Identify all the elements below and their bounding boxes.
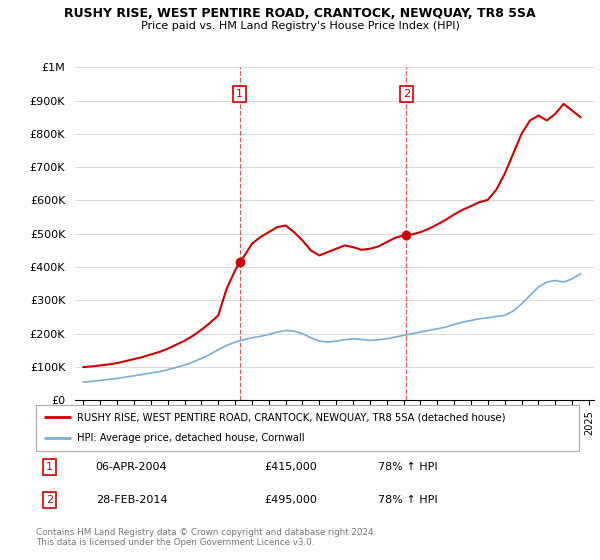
Text: 78% ↑ HPI: 78% ↑ HPI — [378, 462, 438, 472]
Text: £495,000: £495,000 — [264, 495, 317, 505]
Text: 2: 2 — [46, 495, 53, 505]
Text: RUSHY RISE, WEST PENTIRE ROAD, CRANTOCK, NEWQUAY, TR8 5SA (detached house): RUSHY RISE, WEST PENTIRE ROAD, CRANTOCK,… — [77, 412, 505, 422]
Text: 1: 1 — [46, 462, 53, 472]
Text: HPI: Average price, detached house, Cornwall: HPI: Average price, detached house, Corn… — [77, 433, 304, 444]
Text: 2: 2 — [403, 89, 410, 99]
Text: £415,000: £415,000 — [264, 462, 317, 472]
Text: 28-FEB-2014: 28-FEB-2014 — [96, 495, 167, 505]
Text: 78% ↑ HPI: 78% ↑ HPI — [378, 495, 438, 505]
Text: 06-APR-2004: 06-APR-2004 — [96, 462, 167, 472]
Text: RUSHY RISE, WEST PENTIRE ROAD, CRANTOCK, NEWQUAY, TR8 5SA: RUSHY RISE, WEST PENTIRE ROAD, CRANTOCK,… — [64, 7, 536, 20]
Text: Contains HM Land Registry data © Crown copyright and database right 2024.
This d: Contains HM Land Registry data © Crown c… — [36, 528, 376, 547]
Text: Price paid vs. HM Land Registry's House Price Index (HPI): Price paid vs. HM Land Registry's House … — [140, 21, 460, 31]
Text: 1: 1 — [236, 89, 243, 99]
FancyBboxPatch shape — [36, 405, 579, 451]
